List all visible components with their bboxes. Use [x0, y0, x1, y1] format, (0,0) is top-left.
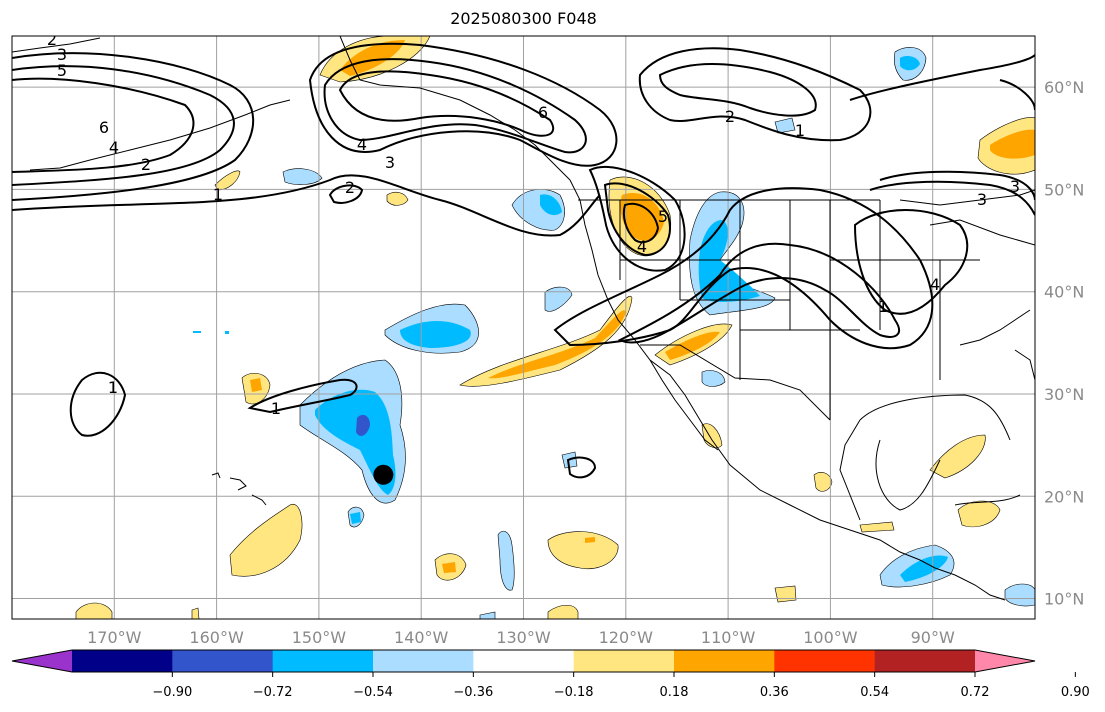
colorbar-tick-label: 0.54: [860, 685, 889, 700]
contour-label: 6: [99, 118, 109, 137]
colorbar-tick-label: −0.18: [554, 685, 594, 700]
latitude-label: 50°N: [1044, 180, 1084, 199]
latitude-label: 30°N: [1044, 385, 1084, 404]
colorbar-segment: [674, 650, 775, 672]
colorbar-segment: [272, 650, 374, 672]
contour-label: 6: [538, 103, 548, 122]
latitude-labels: 60°N 50°N 40°N 30°N 20°N 10°N: [1044, 78, 1084, 608]
latitude-label: 20°N: [1044, 487, 1084, 506]
colorbar-tick-label: −0.36: [453, 685, 493, 700]
contour-label: 1: [878, 297, 888, 316]
contour-label: 2: [47, 30, 57, 49]
latitude-label: 60°N: [1044, 78, 1084, 97]
contour-label: 1: [108, 378, 118, 397]
longitude-label: 130°W: [496, 628, 551, 647]
colorbar-segment: [473, 650, 575, 672]
colorbar-tick-label: −0.54: [353, 685, 393, 700]
colorbar-segment: [72, 650, 173, 672]
contour-lines: [12, 42, 1035, 479]
colorbar-extend-low: [12, 650, 72, 672]
colorbar-tick-label: 0.90: [1061, 685, 1090, 700]
colorbar-extend-high: [975, 650, 1035, 672]
contour-label: 1: [271, 399, 281, 418]
colorbar-segment: [373, 650, 474, 672]
contour-label: 4: [930, 275, 940, 294]
contour-label: 3: [385, 153, 395, 172]
colorbar-tick-label: 0.18: [660, 685, 689, 700]
map-frame: [11, 35, 1036, 620]
contour-label: 5: [57, 61, 67, 80]
contour-label: 4: [109, 138, 119, 157]
map-title: 2025080300 F048: [450, 9, 597, 28]
longitude-label: 90°W: [911, 628, 955, 647]
longitude-label: 110°W: [701, 628, 756, 647]
coastlines: [12, 36, 1035, 601]
colorbar-segment: [172, 650, 274, 672]
location-marker: [373, 464, 394, 485]
contour-label: 5: [658, 207, 668, 226]
contour-label: 3: [1010, 177, 1020, 196]
longitude-label: 140°W: [394, 628, 449, 647]
longitude-label: 170°W: [87, 628, 142, 647]
latitude-label: 10°N: [1044, 590, 1084, 609]
contour-label: 1: [213, 185, 223, 204]
contour-label: 2: [345, 178, 355, 197]
contour-label: 4: [357, 135, 367, 154]
colorbar-tick-label: 0.36: [760, 685, 789, 700]
contour-label: 2: [725, 107, 735, 126]
colorbar-segment: [573, 650, 675, 672]
colorbar-tick-label: −0.90: [152, 685, 192, 700]
latitude-label: 40°N: [1044, 283, 1084, 302]
contour-label: 1: [795, 121, 805, 140]
contour-label: 3: [57, 45, 67, 64]
colorbar-segment: [774, 650, 876, 672]
colorbar-tick-label: 0.72: [961, 685, 990, 700]
contour-label: 3: [977, 190, 987, 209]
contour-label: 2: [141, 155, 151, 174]
map-gridlines: [12, 36, 1035, 619]
longitude-labels: 170°W 160°W 150°W 140°W 130°W 120°W 110°W 100°W…: [87, 628, 955, 647]
colorbar-tick-label: −0.72: [253, 685, 293, 700]
longitude-label: 150°W: [292, 628, 347, 647]
contour-label: 4: [637, 237, 647, 256]
longitude-label: 120°W: [599, 628, 654, 647]
longitude-label: 100°W: [803, 628, 858, 647]
colorbar: −0.90 −0.72 −0.54 −0.36 −0.18 0.18 0.36 0.54 0.7…: [11, 649, 1090, 700]
colorbar-segment: [874, 650, 976, 672]
longitude-label: 160°W: [189, 628, 244, 647]
